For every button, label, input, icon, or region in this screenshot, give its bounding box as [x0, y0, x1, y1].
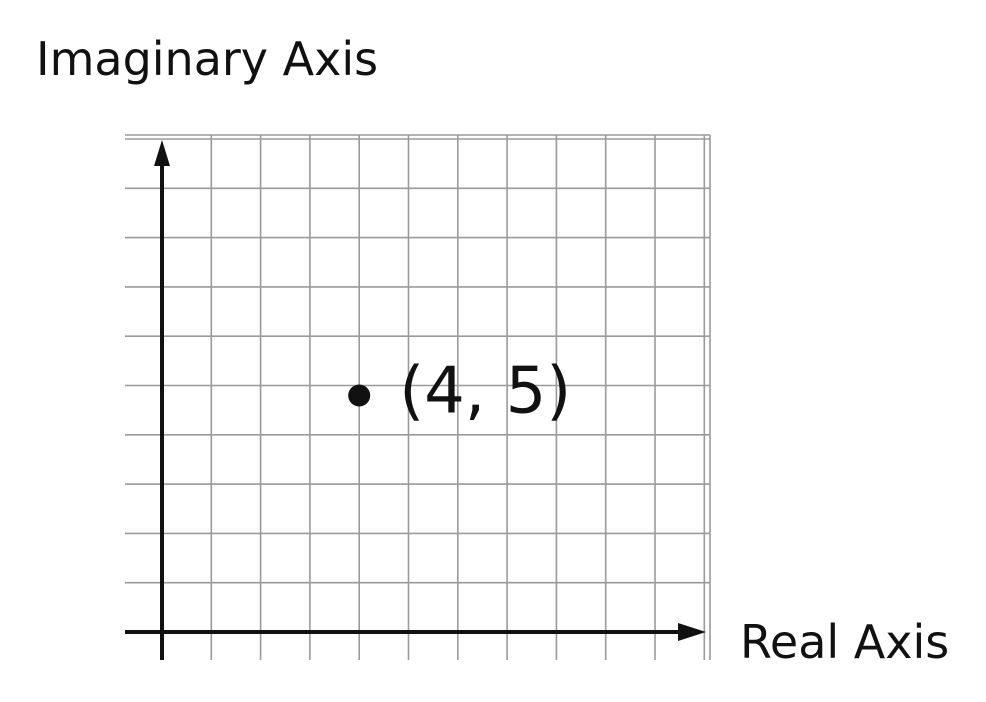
- axes: [125, 140, 706, 660]
- grid: [125, 134, 711, 660]
- x-axis-label: Real Axis: [740, 615, 949, 669]
- data-points: (4, 5): [348, 355, 571, 429]
- data-point: [348, 384, 371, 407]
- data-point-label: (4, 5): [399, 355, 571, 429]
- y-axis-label: Imaginary Axis: [36, 32, 378, 86]
- imaginary-axis-arrow-icon: [154, 140, 170, 166]
- real-axis-arrow-icon: [678, 623, 706, 641]
